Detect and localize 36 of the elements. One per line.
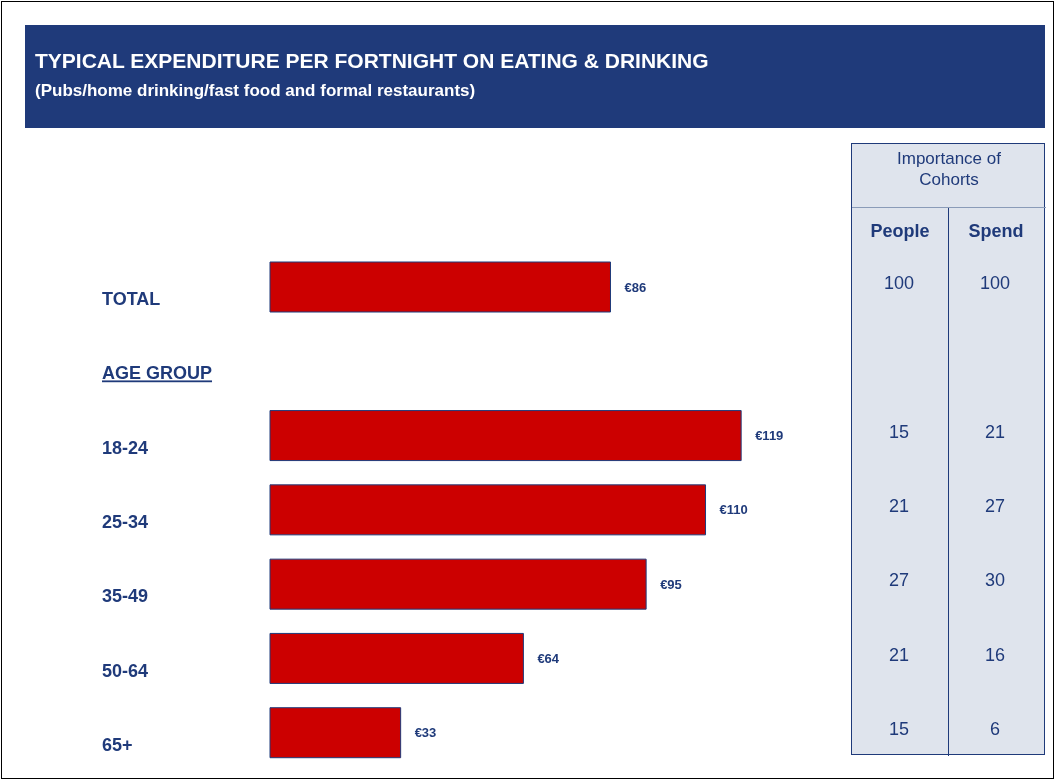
y-tick-label: 35-49 xyxy=(102,586,149,607)
data-label: €95 xyxy=(660,576,682,592)
chart-title: TYPICAL EXPENDITURE PER FORTNIGHT ON EATING & DRINKING xyxy=(35,49,709,73)
data-label: €110 xyxy=(719,502,748,518)
y-tick-label: 65+ xyxy=(102,734,133,755)
bar xyxy=(269,558,647,610)
y-tick-label: 25-34 xyxy=(102,512,149,532)
bar xyxy=(269,261,611,313)
text: People xyxy=(869,221,931,242)
text: 100 xyxy=(978,273,1011,295)
bar xyxy=(269,410,742,462)
text: 100 xyxy=(882,273,915,295)
text: 16 xyxy=(984,644,1006,666)
y-tick-label: 18-24 xyxy=(102,437,149,458)
text: 6 xyxy=(989,718,1001,740)
text: 27 xyxy=(888,570,910,592)
text: Spend xyxy=(967,221,1025,242)
bar xyxy=(269,707,402,759)
text: 15 xyxy=(888,718,910,740)
data-label: €119 xyxy=(755,428,784,444)
text: 15 xyxy=(888,421,910,443)
y-tick-label: TOTAL xyxy=(102,289,161,310)
y-tick-label: AGE GROUP xyxy=(102,363,213,384)
data-label: €86 xyxy=(624,279,647,295)
text: 21 xyxy=(984,421,1006,443)
text: 30 xyxy=(984,570,1006,592)
text: 27 xyxy=(984,496,1006,517)
text: 21 xyxy=(888,644,910,666)
bar xyxy=(269,632,524,684)
text: Importance of Cohorts xyxy=(896,148,1002,190)
text: 21 xyxy=(888,496,910,517)
data-label: €64 xyxy=(537,651,560,667)
bar xyxy=(269,484,707,536)
y-tick-label: 50-64 xyxy=(102,660,149,681)
data-label: €33 xyxy=(414,725,437,741)
chart-subtitle: (Pubs/home drinking/fast food and formal restaurants) xyxy=(35,81,476,101)
